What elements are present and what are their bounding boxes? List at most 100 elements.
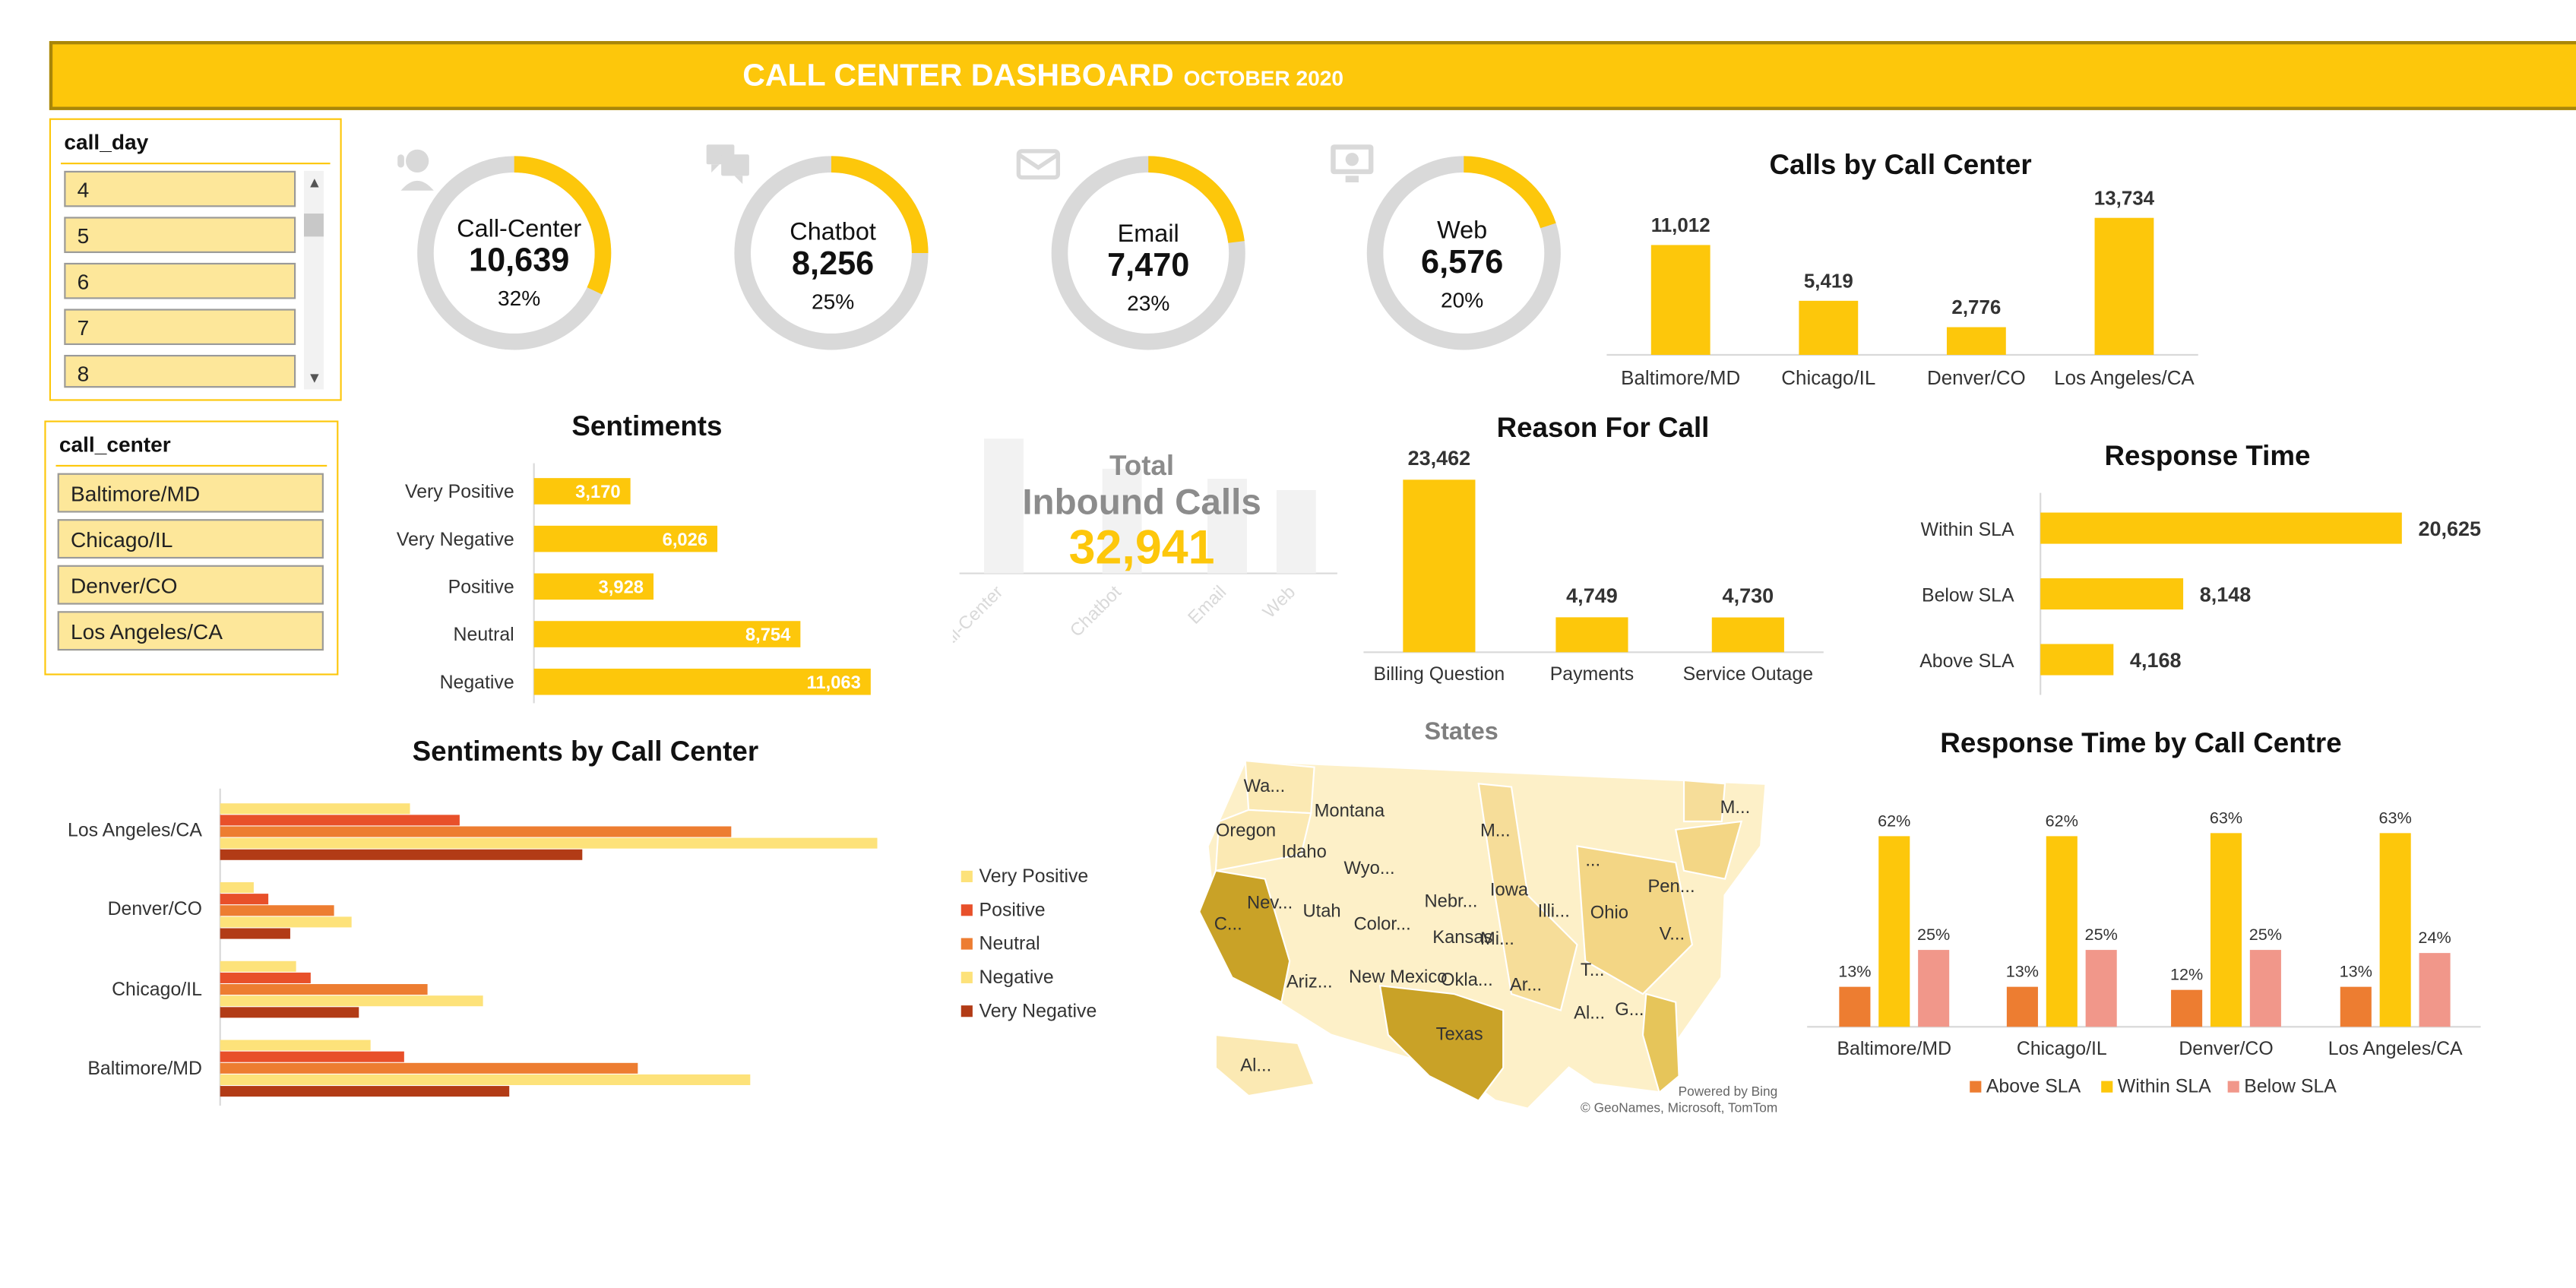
sentiments-by-center-title: Sentiments by Call Center bbox=[412, 736, 759, 767]
map-label: Utah bbox=[1302, 900, 1340, 921]
call-day-item[interactable]: 5 bbox=[64, 217, 296, 253]
bar bbox=[533, 668, 871, 695]
bar bbox=[1276, 489, 1316, 574]
map-label: Idaho bbox=[1281, 842, 1326, 862]
map-label: G... bbox=[1615, 999, 1644, 1020]
map-label: Ar... bbox=[1510, 975, 1542, 995]
tick-label: Negative bbox=[440, 672, 514, 693]
map-label: Al... bbox=[1240, 1055, 1271, 1076]
legend-swatch bbox=[960, 870, 973, 882]
total-inbound-kpi: Total Inbound Calls 32,941 bbox=[961, 450, 1323, 576]
data-label: 11,012 bbox=[1651, 215, 1710, 236]
map-label: Texas bbox=[1436, 1024, 1483, 1045]
bar bbox=[1207, 479, 1247, 574]
email-icon bbox=[1016, 149, 1061, 180]
data-label: 3,170 bbox=[575, 482, 620, 502]
tick-label: Service Outage bbox=[1683, 663, 1813, 685]
call-day-slicer-title: call_day bbox=[64, 129, 149, 155]
map-title: States bbox=[1424, 717, 1498, 746]
call-day-item[interactable]: 7 bbox=[64, 309, 296, 346]
bar bbox=[220, 960, 296, 972]
kpi-label: Chatbot bbox=[790, 218, 876, 247]
map-credit-geonames: © GeoNames, Microsoft, TomTom bbox=[1581, 1100, 1777, 1116]
call-center-item[interactable]: Baltimore/MD bbox=[57, 473, 324, 513]
kpi-value: 7,470 bbox=[1107, 248, 1190, 285]
bar bbox=[220, 894, 269, 905]
bar bbox=[2040, 512, 2402, 544]
bar bbox=[1555, 617, 1628, 653]
call-center-agent-icon bbox=[397, 149, 434, 191]
map-label: Pen... bbox=[1647, 876, 1695, 897]
map-credit-bing: Powered by Bing bbox=[1679, 1084, 1778, 1099]
data-label: 13% bbox=[2006, 962, 2039, 981]
bar bbox=[220, 815, 460, 826]
tick-label: Very Negative bbox=[397, 529, 514, 550]
tick-label: Payments bbox=[1550, 663, 1635, 685]
bar bbox=[1403, 479, 1476, 653]
call-center-item[interactable]: Denver/CO bbox=[57, 565, 324, 605]
scroll-down-icon[interactable]: ▼ bbox=[307, 369, 322, 387]
legend-swatch bbox=[1970, 1081, 1982, 1093]
bar bbox=[1946, 327, 2006, 355]
dashboard-title: CALL CENTER DASHBOARD OCTOBER 2020 bbox=[742, 59, 1343, 96]
kpi-percent: 25% bbox=[811, 289, 855, 314]
map-label: Ohio bbox=[1590, 903, 1628, 923]
call-center-item[interactable]: Chicago/IL bbox=[57, 519, 324, 559]
bar bbox=[2249, 950, 2281, 1027]
tick-label: Call-Center bbox=[953, 582, 1007, 661]
call-day-item[interactable]: 8 bbox=[64, 354, 296, 388]
legend-swatch bbox=[2227, 1081, 2239, 1093]
bar bbox=[220, 849, 583, 860]
scroll-thumb[interactable] bbox=[303, 214, 324, 237]
kpi-value: 10,639 bbox=[469, 242, 570, 280]
data-label: 4,749 bbox=[1566, 584, 1618, 607]
reason-chart: 23,462 Billing Question 4,749 Payments 4,730… bbox=[1363, 447, 1824, 685]
bar bbox=[220, 984, 428, 995]
kpi-email: Email 7,470 23% bbox=[1050, 220, 1247, 315]
bar bbox=[1102, 468, 1142, 574]
call-center-slicer-title: call_center bbox=[59, 432, 171, 457]
data-label: 4,168 bbox=[2130, 649, 2182, 672]
data-label: 13,734 bbox=[2094, 188, 2155, 209]
tick-label: Billing Question bbox=[1374, 663, 1505, 685]
map-label: Nev... bbox=[1247, 893, 1293, 913]
bar bbox=[1918, 950, 1950, 1027]
scrollbar[interactable]: ▲ ▼ bbox=[303, 170, 324, 390]
call-day-item[interactable]: 6 bbox=[64, 262, 296, 299]
kpi-label: Web bbox=[1437, 217, 1488, 245]
dashboard-header: CALL CENTER DASHBOARD OCTOBER 2020 bbox=[49, 41, 2576, 110]
legend-label: Neutral bbox=[979, 933, 1040, 954]
data-label: 13% bbox=[2340, 962, 2372, 981]
bar bbox=[220, 916, 352, 928]
data-label: 63% bbox=[2379, 808, 2412, 827]
legend-label: Negative bbox=[979, 967, 1054, 988]
legend-label: Above SLA bbox=[1986, 1076, 2081, 1097]
data-label: 4,730 bbox=[1723, 584, 1774, 607]
tick-label: Below SLA bbox=[1922, 584, 2014, 606]
call-center-slicer: call_center Baltimore/MD Chicago/IL Denv… bbox=[44, 420, 339, 676]
call-center-item[interactable]: Los Angeles/CA bbox=[57, 611, 324, 651]
legend-label: Within SLA bbox=[2118, 1076, 2211, 1097]
legend-label: Very Negative bbox=[979, 1000, 1097, 1021]
map-label: Iowa bbox=[1490, 879, 1529, 900]
kpi-chatbot: Chatbot 8,256 25% bbox=[734, 219, 931, 314]
tick-label: Web bbox=[1259, 582, 1299, 622]
map-label: Mi... bbox=[1480, 929, 1514, 949]
bar bbox=[1878, 836, 1910, 1027]
kpi-label: Call-Center bbox=[457, 215, 582, 243]
map-label: Montana bbox=[1315, 801, 1385, 821]
bar bbox=[1839, 986, 1871, 1027]
map-label: C... bbox=[1214, 914, 1242, 935]
data-label: 2,776 bbox=[1951, 297, 2001, 318]
call-day-item[interactable]: 4 bbox=[64, 170, 296, 207]
sentiments-by-center-chart: Los Angeles/CA Denver/CO Chicago/IL Baltimo… bbox=[68, 788, 1097, 1106]
sentiments-title: Sentiments bbox=[571, 410, 723, 442]
legend-swatch bbox=[960, 1005, 973, 1017]
scroll-up-icon[interactable]: ▲ bbox=[307, 174, 322, 191]
map-label: V... bbox=[1660, 924, 1685, 945]
map-label: New Mexico bbox=[1349, 967, 1447, 987]
kpi-donuts bbox=[397, 144, 1561, 350]
response-by-centre-chart: 13% 62% 25% Baltimore/MD 13% 62% 25% Chicago/IL… bbox=[1807, 808, 2481, 1097]
